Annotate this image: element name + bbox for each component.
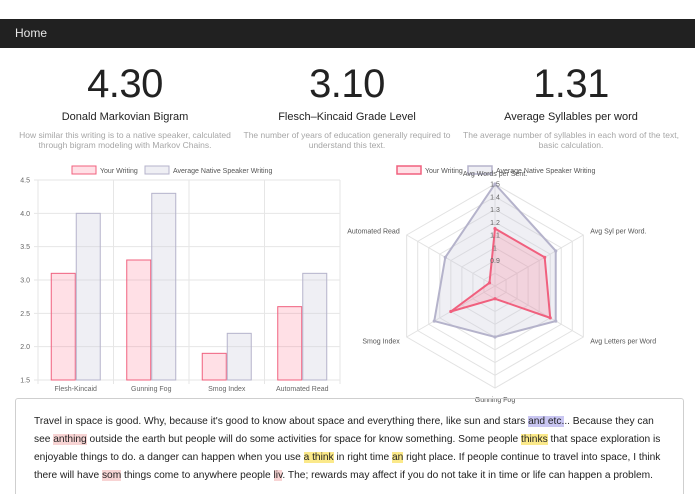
radar-legend-swatch-your: [396, 165, 422, 175]
bar-your-writing[interactable]: [277, 306, 303, 381]
legend-label-your: Your Writing: [100, 168, 138, 175]
highlight-yellow[interactable]: a think: [303, 452, 334, 463]
metric-syllables: 1.31 Average Syllables per word The aver…: [460, 60, 682, 150]
radar-series: [432, 182, 558, 339]
radar-legend: Your Writing Average Native Speaker Writ…: [396, 165, 595, 175]
metric-bigram: 4.30 Donald Markovian Bigram How similar…: [14, 60, 236, 150]
essay-text-segment: right place. If people continue to trave…: [34, 452, 661, 481]
essay-text-segment: things come to anywhere people: [121, 470, 274, 481]
highlight-red[interactable]: som: [101, 470, 122, 481]
radar-your-writing-point[interactable]: [487, 281, 492, 285]
legend-swatch-your: [71, 165, 97, 175]
essay-text-segment: that space exploration is enjoyable thin…: [34, 434, 661, 463]
essay-text-segment: in right time: [333, 452, 392, 463]
essay-text-area[interactable]: Travel in space is good. Why, because it…: [15, 398, 684, 494]
bar-x-tick-label: Gunning Fog: [131, 386, 172, 393]
highlight-red[interactable]: anthing: [53, 434, 87, 445]
essay-text-segment: .. Because they can see: [34, 416, 654, 445]
essay-text-segment: outside the earth but people will do som…: [86, 434, 522, 445]
bar-your-writing[interactable]: [50, 272, 76, 381]
bar-y-tick-label: 4.5: [20, 178, 30, 185]
top-navbar: Home: [0, 19, 695, 48]
radar-your-writing-point[interactable]: [543, 255, 547, 259]
highlight-yellow[interactable]: thinks: [521, 434, 548, 445]
radar-axis-label: Automated Read: [347, 229, 400, 236]
radar-native-writing-point[interactable]: [443, 255, 447, 259]
bar-y-tick-label: 4.0: [20, 211, 30, 218]
radar-tick-label: 0.9: [490, 258, 500, 265]
radar-your-writing-point[interactable]: [493, 227, 497, 231]
radar-tick-label: 1.1: [490, 233, 500, 240]
radar-tick-label: 1: [493, 245, 497, 252]
bar-x-tick-label: Automated Read: [276, 386, 329, 393]
metric-syllables-value: 1.31: [533, 62, 609, 106]
radar-native-writing-point[interactable]: [554, 319, 558, 323]
radar-your-writing-point[interactable]: [449, 309, 453, 314]
bar-chart: Your Writing Average Native Speaker Writ…: [20, 165, 341, 393]
bar-y-axis: 4.5 4.0 3.5 3.0 2.5 2.0 1.5: [20, 178, 30, 385]
radar-spoke: [406, 234, 496, 287]
bar-your-writing[interactable]: [126, 259, 152, 381]
highlight-red[interactable]: liv: [273, 470, 283, 481]
radar-ticks: 0.9 1 1.1 1.2 1.3 1.4 1.5: [490, 182, 500, 266]
bar-y-tick-label: 3.0: [20, 278, 30, 285]
bar-x-tick-label: Flesh-Kincaid: [55, 386, 98, 393]
legend-label-native: Average Native Speaker Writing: [173, 168, 272, 175]
radar-axis-label: Avg Letters per Word: [590, 339, 656, 346]
radar-native-writing-point[interactable]: [432, 319, 436, 323]
radar-tick-label: 1.2: [490, 220, 500, 227]
metric-syllables-label: Average Syllables per word: [504, 111, 638, 123]
radar-legend-label-native: Average Native Speaker Writing: [496, 168, 595, 175]
essay-text-segment: . The; rewards may affect if you do not …: [282, 470, 653, 481]
bar-y-tick-label: 1.5: [20, 378, 30, 385]
bar-native-writing[interactable]: [226, 332, 252, 381]
bar-native-writing[interactable]: [75, 212, 101, 381]
bar-legend: Your Writing Average Native Speaker Writ…: [71, 165, 272, 175]
bar-x-tick-label: Smog Index: [208, 386, 246, 393]
highlight-blue[interactable]: and etc.: [528, 416, 565, 427]
bar-y-tick-label: 2.0: [20, 344, 30, 351]
radar-native-writing-point[interactable]: [493, 182, 497, 186]
radar-native-writing-point[interactable]: [493, 335, 497, 339]
essay-text-segment: Travel in space is good. Why, because it…: [34, 416, 529, 427]
radar-axis-label: Avg Words per Sent.: [463, 171, 527, 178]
highlight-yellow[interactable]: an: [391, 452, 404, 463]
radar-legend-label-your: Your Writing: [425, 168, 463, 175]
metric-bigram-value: 4.30: [87, 62, 163, 106]
nav-home-link[interactable]: Home: [15, 26, 48, 40]
radar-native-writing-point[interactable]: [554, 249, 558, 253]
radar-axis-labels: Avg Words per Sent. Avg Syl per Word. Avg …: [347, 171, 656, 404]
bar-x-axis: Flesh-Kincaid Gunning Fog Smog Index Automa…: [55, 386, 329, 393]
bar-native-writing[interactable]: [151, 192, 177, 381]
bar-y-tick-label: 2.5: [20, 311, 30, 318]
radar-spoke: [494, 234, 584, 287]
radar-chart: Your Writing Average Native Speaker Writ…: [347, 165, 656, 404]
radar-tick-label: 1.4: [490, 194, 500, 201]
radar-your-writing-point[interactable]: [493, 297, 497, 301]
radar-tick-label: 1.3: [490, 207, 500, 214]
metric-flesch: 3.10 Flesch–Kincaid Grade Level The numb…: [236, 60, 458, 150]
bar-y-tick-label: 3.5: [20, 244, 30, 251]
metric-bigram-label: Donald Markovian Bigram: [61, 111, 189, 123]
radar-axis-label: Gunning Fog: [475, 397, 516, 404]
radar-legend-swatch-native: [467, 165, 493, 175]
metric-syllables-description: The average number of syllables in each …: [463, 130, 679, 150]
radar-tick-label: 1.5: [490, 182, 500, 189]
metric-flesch-description: The number of years of education general…: [243, 130, 451, 150]
metric-bigram-description: How similar this writing is to a native …: [19, 130, 231, 150]
bar-your-writing[interactable]: [201, 352, 227, 381]
radar-axis-label: Avg Syl per Word.: [590, 229, 646, 236]
metric-flesch-value: 3.10: [309, 62, 385, 106]
legend-swatch-native: [144, 165, 170, 175]
radar-your-writing-point[interactable]: [548, 316, 552, 320]
bar-series: [50, 192, 328, 381]
metric-flesch-label: Flesch–Kincaid Grade Level: [278, 111, 416, 123]
radar-axis-label: Smog Index: [362, 339, 400, 346]
radar-spoke: [494, 285, 584, 338]
bar-native-writing[interactable]: [302, 272, 328, 381]
